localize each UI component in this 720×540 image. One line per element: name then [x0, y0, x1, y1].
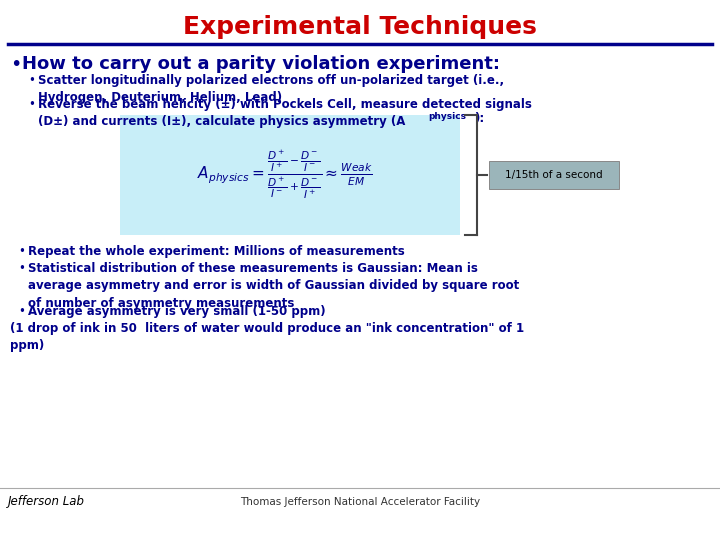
Text: •: • [28, 74, 35, 87]
Text: •: • [28, 98, 35, 111]
Text: (1 drop of ink in 50  liters of water would produce an "ink concentration" of 1
: (1 drop of ink in 50 liters of water wou… [10, 322, 524, 353]
Text: ):: ): [474, 112, 485, 125]
Text: 1/15th of a second: 1/15th of a second [505, 170, 603, 180]
Text: Average asymmetry is very small (1-50 ppm): Average asymmetry is very small (1-50 pp… [28, 305, 325, 318]
Text: Scatter longitudinally polarized electrons off un-polarized target (i.e.,
Hydrog: Scatter longitudinally polarized electro… [38, 74, 504, 105]
Text: Thomas Jefferson National Accelerator Facility: Thomas Jefferson National Accelerator Fa… [240, 497, 480, 507]
Text: •: • [10, 55, 22, 74]
Text: •: • [18, 262, 25, 275]
Text: Reverse the beam helicity (±) with Pockels Cell, measure detected signals
(D±) a: Reverse the beam helicity (±) with Pocke… [38, 98, 532, 129]
Text: Repeat the whole experiment: Millions of measurements: Repeat the whole experiment: Millions of… [28, 245, 405, 258]
Text: How to carry out a parity violation experiment:: How to carry out a parity violation expe… [22, 55, 500, 73]
Text: Jefferson Lab: Jefferson Lab [8, 496, 85, 509]
Text: Experimental Techniques: Experimental Techniques [183, 15, 537, 39]
Text: $A_{physics} = \frac{\dfrac{D^+}{I^+} - \dfrac{D^-}{I^-}}{\dfrac{D^+}{I^-} + \df: $A_{physics} = \frac{\dfrac{D^+}{I^+} - … [197, 148, 373, 201]
Text: physics: physics [428, 112, 466, 121]
Text: •: • [18, 305, 25, 318]
Bar [489, 161, 619, 189]
Text: Statistical distribution of these measurements is Gaussian: Mean is
average asym: Statistical distribution of these measur… [28, 262, 519, 310]
Bar [120, 115, 460, 235]
Text: •: • [18, 245, 25, 258]
